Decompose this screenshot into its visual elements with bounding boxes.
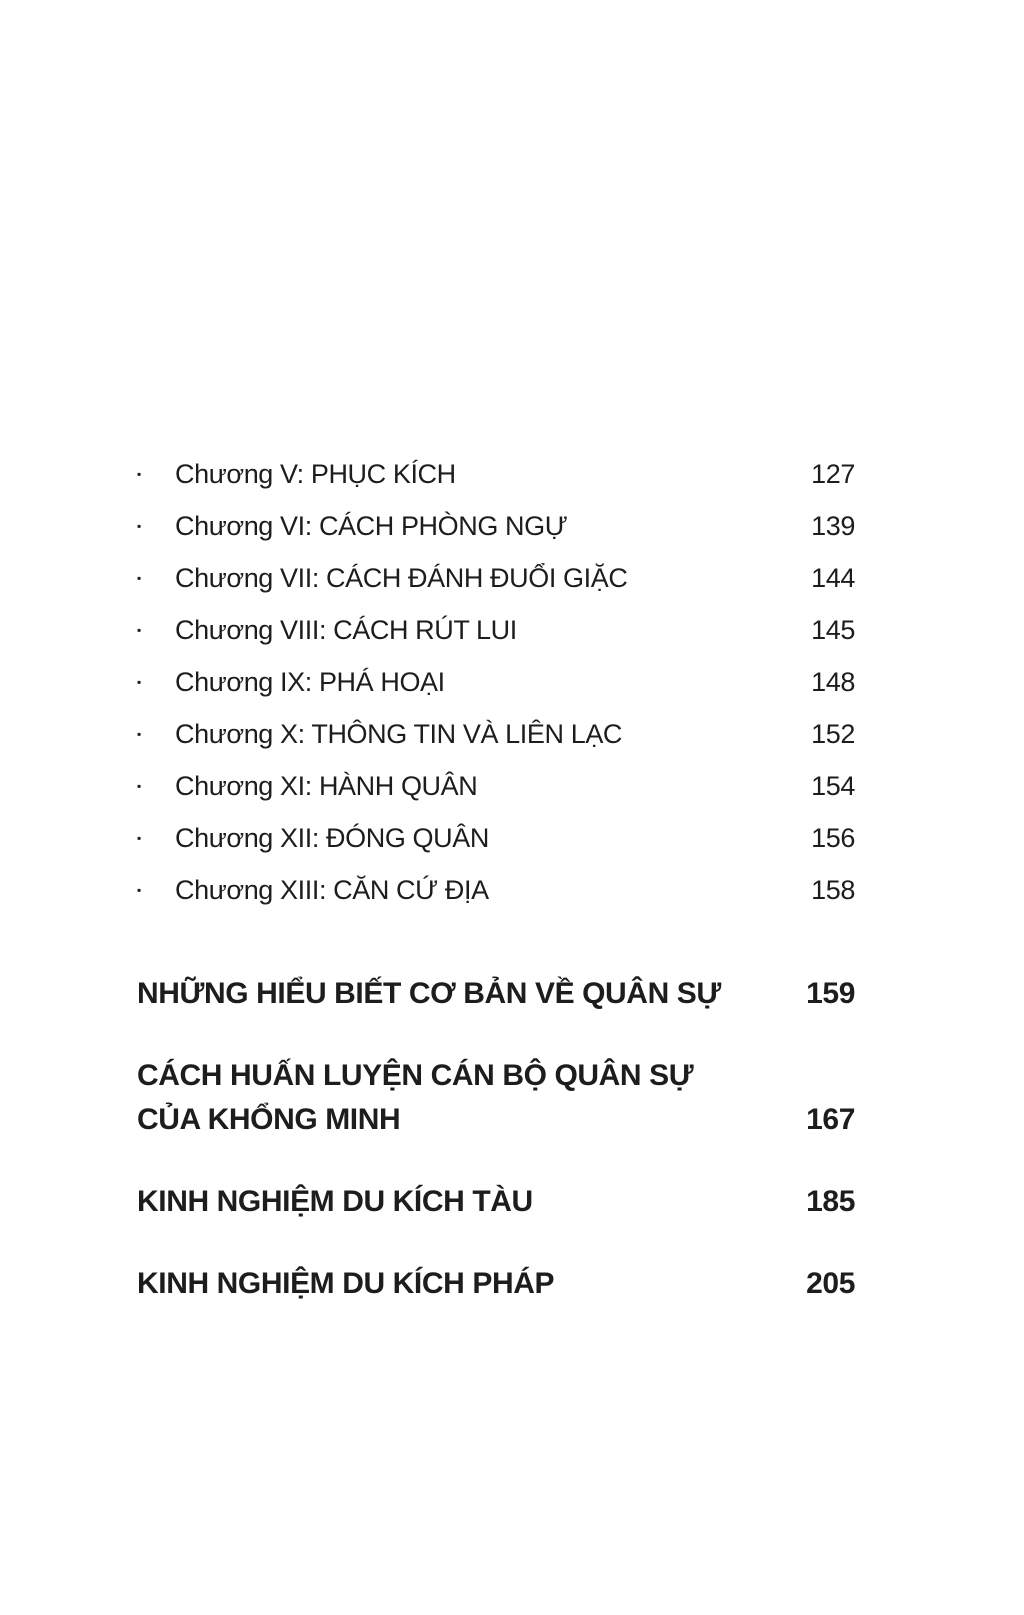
- toc-chapter-row[interactable]: ▪ Chương VI: CÁCH PHÒNG NGỰ 139: [137, 500, 855, 552]
- section-label-line: KINH NGHIỆM DU KÍCH PHÁP: [137, 1267, 555, 1300]
- toc-chapter-row[interactable]: ▪ Chương X: THÔNG TIN VÀ LIÊN LẠC 152: [137, 708, 855, 760]
- section-list: NHỮNG HIỂU BIẾT CƠ BẢN VỀ QUÂN SỰ 159 CÁ…: [137, 972, 855, 1306]
- chapter-page-number: 154: [811, 770, 855, 801]
- bullet-icon: ▪: [137, 519, 141, 533]
- toc-chapter-row[interactable]: ▪ Chương VII: CÁCH ĐÁNH ĐUỔI GIẶC 144: [137, 552, 855, 604]
- section-label-line: NHỮNG HIỂU BIẾT CƠ BẢN VỀ QUÂN SỰ: [137, 977, 721, 1010]
- chapter-label: Chương VII: CÁCH ĐÁNH ĐUỔI GIẶC: [175, 562, 628, 593]
- bullet-icon: ▪: [137, 779, 141, 793]
- section-page-number: 185: [806, 1185, 855, 1218]
- section-page-number: 205: [806, 1267, 855, 1300]
- toc-chapter-row[interactable]: ▪ Chương XIII: CĂN CỨ ĐỊA 158: [137, 864, 855, 916]
- chapter-page-number: 127: [811, 458, 855, 489]
- chapter-page-number: 144: [811, 562, 855, 593]
- section-page-number: 159: [806, 977, 855, 1010]
- bullet-icon: ▪: [137, 883, 141, 897]
- toc-section-row[interactable]: KINH NGHIỆM DU KÍCH PHÁP 205: [137, 1262, 855, 1306]
- chapter-label: Chương VIII: CÁCH RÚT LUI: [175, 614, 517, 645]
- bullet-icon: ▪: [137, 727, 141, 741]
- chapter-page-number: 156: [811, 822, 855, 853]
- chapter-page-number: 158: [811, 874, 855, 905]
- toc-chapter-row[interactable]: ▪ Chương IX: PHÁ HOẠI 148: [137, 656, 855, 708]
- section-label: KINH NGHIỆM DU KÍCH PHÁP: [137, 1262, 806, 1306]
- section-label-line: KINH NGHIỆM DU KÍCH TÀU: [137, 1185, 533, 1218]
- chapter-list: ▪ Chương V: PHỤC KÍCH 127 ▪ Chương VI: C…: [137, 448, 855, 916]
- toc-chapter-row[interactable]: ▪ Chương XI: HÀNH QUÂN 154: [137, 760, 855, 812]
- section-page-number: 167: [806, 1103, 855, 1136]
- toc-chapter-row[interactable]: ▪ Chương XII: ĐÓNG QUÂN 156: [137, 812, 855, 864]
- section-label: KINH NGHIỆM DU KÍCH TÀU: [137, 1180, 806, 1224]
- chapter-label: Chương XII: ĐÓNG QUÂN: [175, 822, 489, 853]
- toc-page: ▪ Chương V: PHỤC KÍCH 127 ▪ Chương VI: C…: [137, 448, 855, 1344]
- section-label-line: CÁCH HUẤN LUYỆN CÁN BỘ QUÂN SỰ: [137, 1059, 694, 1092]
- chapter-label: Chương XIII: CĂN CỨ ĐỊA: [175, 874, 489, 905]
- toc-chapter-row[interactable]: ▪ Chương VIII: CÁCH RÚT LUI 145: [137, 604, 855, 656]
- toc-chapter-row[interactable]: ▪ Chương V: PHỤC KÍCH 127: [137, 448, 855, 500]
- bullet-icon: ▪: [137, 831, 141, 845]
- bullet-icon: ▪: [137, 675, 141, 689]
- chapter-label: Chương V: PHỤC KÍCH: [175, 458, 456, 489]
- chapter-page-number: 145: [811, 614, 855, 645]
- toc-section-row[interactable]: KINH NGHIỆM DU KÍCH TÀU 185: [137, 1180, 855, 1224]
- section-label-line: CỦA KHỔNG MINH: [137, 1103, 401, 1136]
- section-label: NHỮNG HIỂU BIẾT CƠ BẢN VỀ QUÂN SỰ: [137, 972, 806, 1016]
- section-label: CÁCH HUẤN LUYỆN CÁN BỘ QUÂN SỰ CỦA KHỔNG …: [137, 1054, 806, 1142]
- chapter-page-number: 152: [811, 718, 855, 749]
- chapter-page-number: 148: [811, 666, 855, 697]
- toc-section-row[interactable]: CÁCH HUẤN LUYỆN CÁN BỘ QUÂN SỰ CỦA KHỔNG …: [137, 1054, 855, 1142]
- toc-section-row[interactable]: NHỮNG HIỂU BIẾT CƠ BẢN VỀ QUÂN SỰ 159: [137, 972, 855, 1016]
- bullet-icon: ▪: [137, 623, 141, 637]
- chapter-label: Chương VI: CÁCH PHÒNG NGỰ: [175, 510, 568, 541]
- bullet-icon: ▪: [137, 571, 141, 585]
- chapter-label: Chương X: THÔNG TIN VÀ LIÊN LẠC: [175, 718, 623, 749]
- bullet-icon: ▪: [137, 467, 141, 481]
- chapter-label: Chương XI: HÀNH QUÂN: [175, 770, 478, 801]
- chapter-label: Chương IX: PHÁ HOẠI: [175, 666, 445, 697]
- chapter-page-number: 139: [811, 510, 855, 541]
